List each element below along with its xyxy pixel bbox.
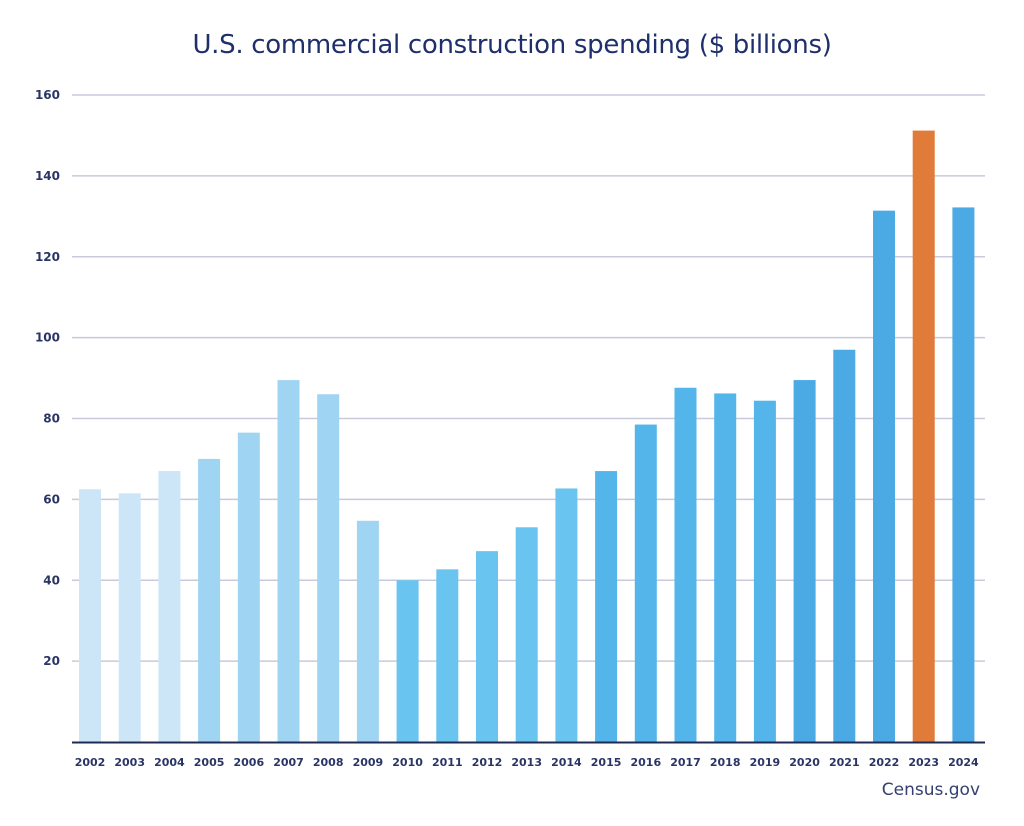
bar-2009 (356, 520, 379, 742)
x-tick-label: 2024 (948, 756, 979, 769)
bar-2004 (158, 471, 181, 742)
bar-2006 (237, 432, 260, 742)
y-tick-label: 40 (43, 573, 60, 587)
bar-2012 (476, 551, 498, 742)
x-tick-label: 2021 (829, 756, 860, 769)
y-tick-label: 100 (35, 331, 60, 345)
bar-2022 (873, 210, 895, 742)
bar-2015 (595, 471, 618, 742)
bar-2020 (793, 380, 816, 742)
source-label: Census.gov (881, 780, 980, 800)
x-tick-label: 2007 (273, 756, 304, 769)
y-tick-label: 20 (43, 654, 60, 668)
bar-2024 (952, 207, 975, 742)
x-tick-label: 2016 (630, 756, 661, 769)
bar-2010 (396, 580, 419, 742)
chart-title: U.S. commercial construction spending ($… (192, 30, 832, 60)
x-tick-label: 2018 (710, 756, 741, 769)
x-tick-label: 2010 (392, 756, 423, 769)
x-axis-ticks: 2002 2003 2004 2005 2006 2007 2008 2009 2010 2011… (75, 756, 979, 769)
x-tick-label: 2019 (750, 756, 781, 769)
x-tick-label: 2013 (511, 756, 542, 769)
x-tick-label: 2008 (313, 756, 344, 769)
bar-2018 (714, 393, 737, 742)
x-tick-label: 2017 (670, 756, 701, 769)
bar-2017 (674, 387, 697, 742)
x-tick-label: 2006 (233, 756, 264, 769)
bar-2003 (118, 493, 141, 742)
x-tick-label: 2003 (114, 756, 145, 769)
bar-2013 (515, 527, 538, 742)
x-tick-label: 2020 (789, 756, 820, 769)
bar-2002 (79, 489, 101, 742)
bar-2014 (555, 488, 578, 742)
x-tick-label: 2009 (353, 756, 384, 769)
x-tick-label: 2004 (154, 756, 185, 769)
x-tick-label: 2012 (472, 756, 503, 769)
x-tick-label: 2022 (869, 756, 900, 769)
y-tick-label: 140 (35, 169, 60, 183)
bar-2016 (634, 424, 657, 742)
y-tick-label: 60 (43, 492, 60, 506)
x-tick-label: 2015 (591, 756, 622, 769)
y-tick-label: 80 (43, 412, 60, 426)
bar-2005 (198, 458, 221, 742)
x-tick-label: 2014 (551, 756, 582, 769)
bar-2019 (753, 400, 776, 742)
bar-2023 (912, 130, 935, 742)
bar-2021 (833, 349, 856, 742)
bars (79, 130, 975, 742)
y-axis-ticks: 20 40 60 80 100 120 140 160 (35, 88, 60, 668)
y-tick-label: 160 (35, 88, 60, 102)
bar-2007 (277, 380, 300, 742)
bar-2008 (317, 394, 340, 742)
x-tick-label: 2002 (75, 756, 106, 769)
x-tick-label: 2005 (194, 756, 225, 769)
x-tick-label: 2023 (908, 756, 939, 769)
bar-2011 (436, 569, 459, 742)
x-tick-label: 2011 (432, 756, 463, 769)
y-tick-label: 120 (35, 250, 60, 264)
